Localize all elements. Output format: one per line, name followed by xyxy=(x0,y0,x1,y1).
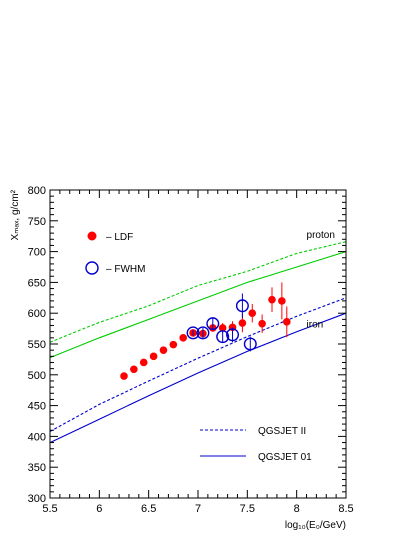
y-axis-label: Xₘₐₓ, g/cm² xyxy=(10,189,21,240)
data-point-ldf xyxy=(268,295,276,304)
data-point-ldf xyxy=(130,365,138,374)
y-tick-label: 300 xyxy=(28,493,46,505)
data-point-ldf xyxy=(179,334,187,342)
x-tick-label: 5.5 xyxy=(42,503,57,515)
data-point-fwhm xyxy=(216,330,230,344)
annotation-proton: proton xyxy=(307,230,335,241)
data-point-ldf xyxy=(238,319,247,327)
series-line-qgsjet-01 xyxy=(49,312,347,444)
data-point-ldf xyxy=(120,372,128,380)
y-tick-label: 750 xyxy=(28,216,46,228)
legend-label-qgsjet-01: QGSJET 01 xyxy=(258,452,312,463)
legend-label-ldf: – LDF xyxy=(106,232,133,243)
data-point-fwhm xyxy=(206,317,220,331)
data-point-ldf xyxy=(139,358,148,367)
plot-marks xyxy=(49,241,347,444)
data-point-ldf xyxy=(169,340,178,349)
x-tick-label: 7 xyxy=(195,503,201,515)
legend: – LDF – FWHM QGSJET II QGSJET 01 xyxy=(85,231,312,463)
legend-label-fwhm: – FWHM xyxy=(106,264,145,275)
y-tick-label: 450 xyxy=(28,401,46,413)
x-tick-label: 7.5 xyxy=(240,503,255,515)
y-tick-label: 600 xyxy=(28,308,46,320)
data-point-ldf xyxy=(159,346,168,354)
y-tick-label: 500 xyxy=(28,370,46,382)
data-point-fwhm xyxy=(243,337,257,351)
y-tick-label: 700 xyxy=(28,247,46,259)
legend-label-qgsjet-ii: QGSJET II xyxy=(258,426,306,437)
x-axis-label: log₁₀(E₀/GeV) xyxy=(285,520,346,531)
data-point-ldf xyxy=(149,352,158,361)
data-point-fwhm xyxy=(196,326,210,340)
data-point-ldf xyxy=(218,324,227,332)
x-tick-label: 8 xyxy=(294,503,300,515)
data-point-ldf xyxy=(278,297,286,305)
y-tick-label: 800 xyxy=(28,185,46,197)
x-tick-label: 8.5 xyxy=(338,503,353,515)
y-tick-label: 650 xyxy=(28,277,46,289)
data-point-fwhm xyxy=(226,328,240,342)
legend-marker-ldf xyxy=(87,231,97,241)
series-line-qgsjet-01 xyxy=(49,251,347,359)
y-tick-label: 400 xyxy=(28,431,46,443)
data-point-ldf xyxy=(258,319,266,328)
x-tick-label: 6.5 xyxy=(141,503,156,515)
y-tick-label: 350 xyxy=(28,462,46,474)
axis-ticks: 5.5 6 6.5 7 7.5 8 8.5 300 350 400 450 500 550 600 650 7… xyxy=(28,185,354,515)
legend-marker-fwhm xyxy=(85,261,99,275)
x-tick-label: 6 xyxy=(96,503,102,515)
data-point-ldf xyxy=(248,309,257,318)
data-point-fwhm xyxy=(235,299,249,313)
y-tick-label: 550 xyxy=(28,339,46,351)
series-line-qgsjet-ii xyxy=(49,241,347,343)
series-line-qgsjet-ii xyxy=(49,297,347,432)
annotation-iron: iron xyxy=(307,319,324,330)
data-point-ldf xyxy=(283,318,291,326)
data-point-fwhm xyxy=(186,326,200,340)
